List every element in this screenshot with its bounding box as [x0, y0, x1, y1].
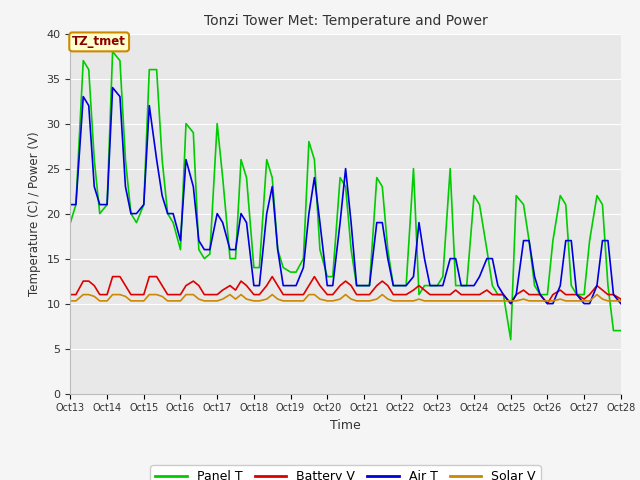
- Air T: [617, 300, 625, 306]
- Text: TZ_tmet: TZ_tmet: [72, 36, 126, 48]
- Solar V: [617, 298, 625, 304]
- Solar V: [610, 298, 618, 304]
- Panel T: [610, 328, 618, 334]
- Legend: Panel T, Battery V, Air T, Solar V: Panel T, Battery V, Air T, Solar V: [150, 465, 541, 480]
- Panel T: [213, 120, 221, 126]
- Air T: [140, 202, 148, 207]
- Panel T: [200, 256, 208, 262]
- Battery V: [610, 292, 618, 298]
- Panel T: [617, 328, 625, 334]
- Solar V: [536, 298, 544, 304]
- Air T: [507, 300, 515, 306]
- Battery V: [109, 274, 116, 279]
- Panel T: [67, 220, 74, 226]
- Solar V: [200, 298, 208, 304]
- Y-axis label: Temperature (C) / Power (V): Temperature (C) / Power (V): [28, 132, 41, 296]
- Panel T: [140, 202, 148, 207]
- Battery V: [200, 292, 208, 298]
- Air T: [213, 211, 221, 216]
- Line: Air T: Air T: [70, 87, 621, 303]
- Solar V: [604, 298, 612, 304]
- Battery V: [617, 296, 625, 302]
- Air T: [67, 202, 74, 207]
- Line: Solar V: Solar V: [70, 295, 621, 301]
- Panel T: [390, 283, 397, 288]
- Panel T: [543, 292, 551, 298]
- Line: Battery V: Battery V: [70, 276, 621, 303]
- Battery V: [543, 300, 551, 306]
- Line: Panel T: Panel T: [70, 51, 621, 339]
- Air T: [200, 247, 208, 252]
- Battery V: [140, 292, 148, 298]
- Solar V: [140, 298, 148, 304]
- Air T: [543, 300, 551, 306]
- Air T: [390, 283, 397, 288]
- Air T: [109, 84, 116, 90]
- Battery V: [507, 300, 515, 306]
- Battery V: [67, 292, 74, 298]
- Solar V: [67, 298, 74, 304]
- Battery V: [390, 292, 397, 298]
- Panel T: [507, 336, 515, 342]
- Battery V: [213, 292, 221, 298]
- Title: Tonzi Tower Met: Temperature and Power: Tonzi Tower Met: Temperature and Power: [204, 14, 488, 28]
- Panel T: [109, 48, 116, 54]
- X-axis label: Time: Time: [330, 419, 361, 432]
- Solar V: [213, 298, 221, 304]
- Air T: [610, 292, 618, 298]
- Solar V: [79, 292, 87, 298]
